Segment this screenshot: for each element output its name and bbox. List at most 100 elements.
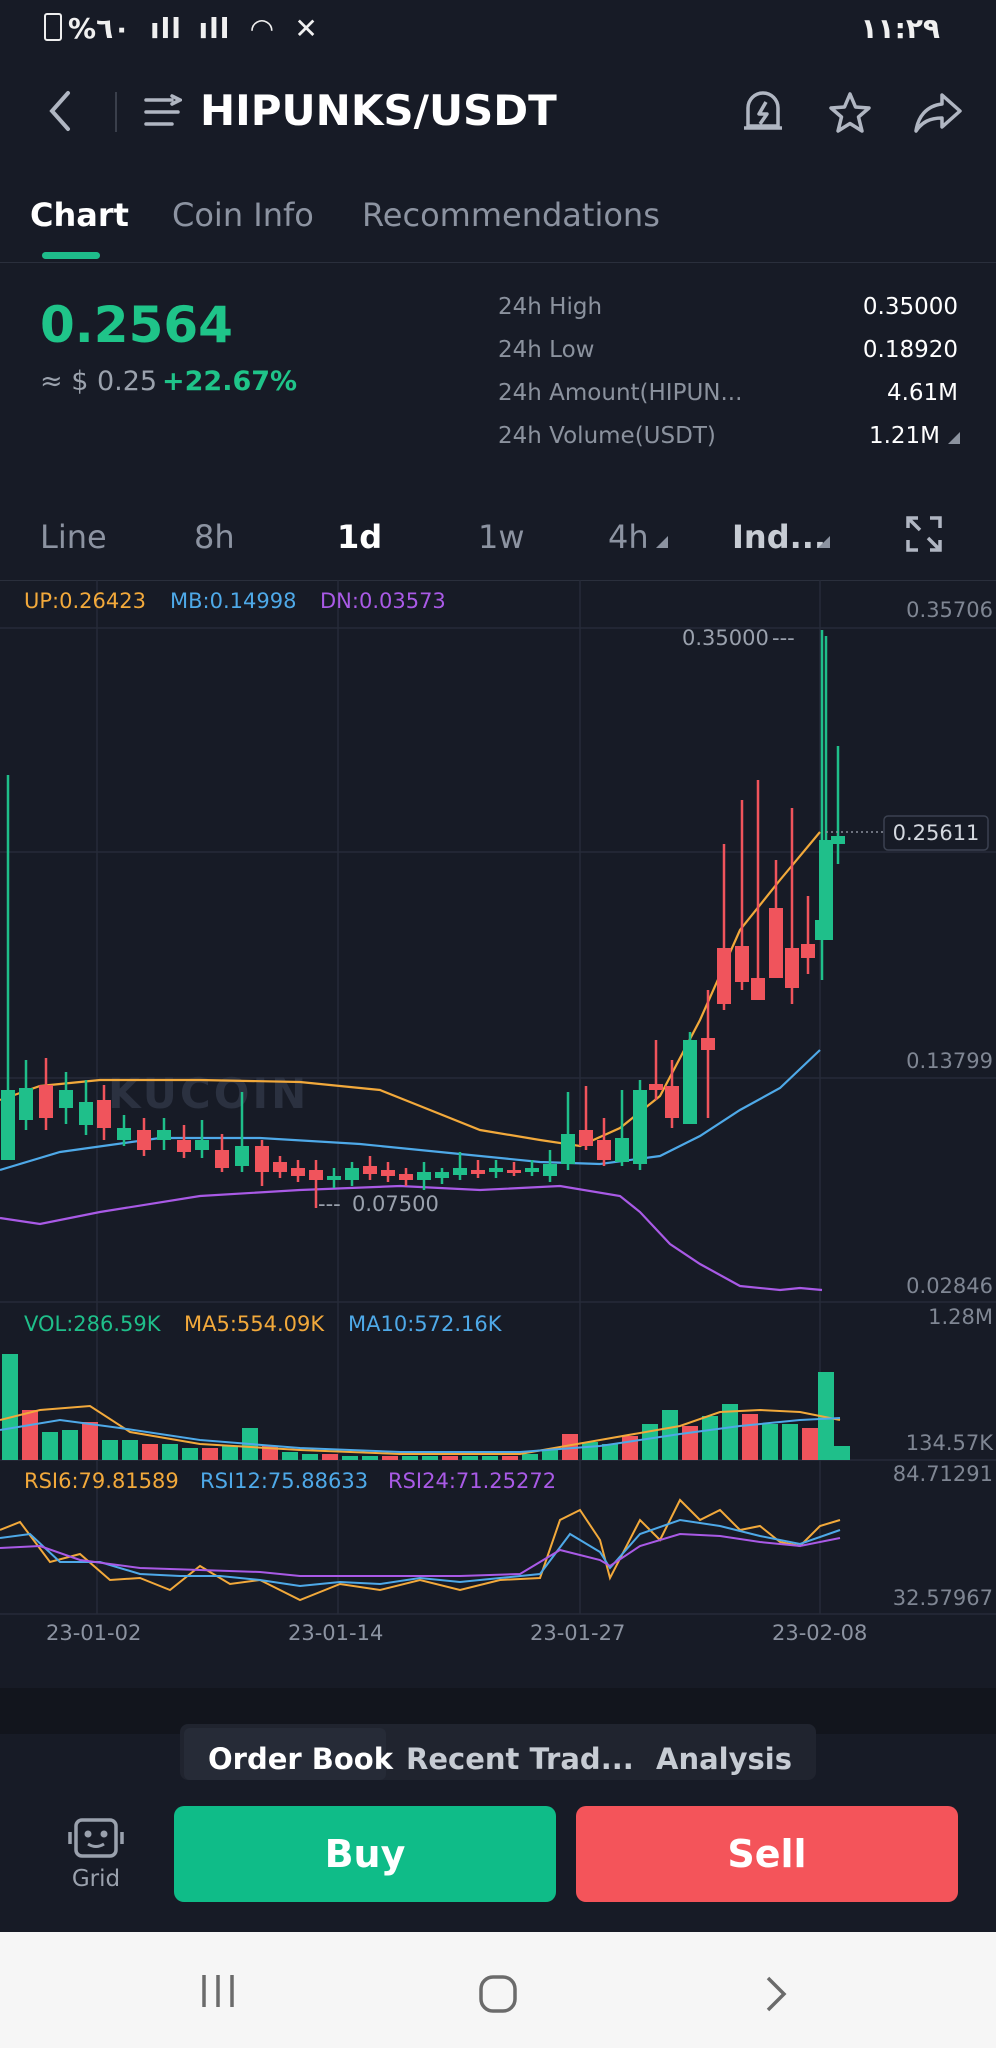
stat-label-low: 24h Low — [498, 337, 595, 363]
volume-bar — [802, 1428, 818, 1460]
volume-bar — [382, 1456, 398, 1460]
vol-ma5-label: MA5:554.09K — [184, 1312, 325, 1336]
price-alert-button[interactable] — [738, 86, 788, 138]
interval-1w[interactable]: 1w — [478, 518, 525, 556]
candle-body — [831, 836, 845, 844]
volume-bar — [818, 1372, 834, 1460]
menu-list-icon — [144, 94, 182, 126]
candle-body — [649, 1084, 663, 1090]
battery-icon — [44, 13, 62, 41]
volume-bar — [682, 1426, 698, 1460]
volume-bar — [262, 1446, 278, 1460]
home-button[interactable] — [468, 1966, 528, 2022]
stat-value-low: 0.18920 — [862, 337, 958, 363]
tab-coin-info[interactable]: Coin Info — [172, 196, 314, 234]
high-marker-dash: --- — [772, 626, 795, 650]
share-icon — [914, 93, 962, 133]
volume-ma-lines — [0, 1404, 841, 1455]
candle-body — [19, 1088, 33, 1120]
header-divider — [115, 92, 117, 132]
boll-up-label: UP:0.26423 — [24, 589, 146, 613]
candle-body — [215, 1150, 229, 1168]
rsi12-label: RSI12:75.88633 — [200, 1469, 368, 1493]
tab-order-book[interactable]: Order Book — [208, 1742, 394, 1776]
candles — [1, 630, 845, 1208]
price-change: +22.67% — [162, 366, 298, 397]
back-nav-button[interactable] — [752, 1966, 800, 2022]
candle-body — [579, 1130, 593, 1146]
candle-body — [417, 1172, 431, 1180]
last-price: 0.2564 — [40, 296, 233, 354]
candle-body — [507, 1170, 521, 1173]
sell-button[interactable]: Sell — [576, 1806, 958, 1902]
kline-chart[interactable]: KUCOIN UP:0.26423 MB:0.14998 DN:0.03573 … — [0, 580, 996, 1615]
mute-icon: ✕ — [294, 12, 319, 45]
tab-analysis[interactable]: Analysis — [656, 1742, 792, 1776]
volume-bar — [342, 1456, 358, 1460]
volume-bars — [2, 1354, 850, 1460]
back-button[interactable] — [40, 86, 80, 136]
interval-line[interactable]: Line — [40, 518, 107, 556]
alert-bell-icon — [744, 91, 782, 130]
candle-body — [157, 1130, 171, 1140]
volume-ma10-line — [0, 1417, 841, 1453]
rsi24-line — [0, 1532, 841, 1577]
volume-bar — [302, 1454, 318, 1460]
candle-body — [701, 1038, 715, 1050]
candle-body — [769, 908, 783, 978]
interval-4h[interactable]: 4h — [608, 518, 649, 556]
share-button[interactable] — [910, 88, 966, 138]
rsi-axis-max: 84.71291 — [893, 1462, 993, 1486]
volume-bar — [762, 1424, 778, 1460]
indicators-dropdown[interactable]: Ind... — [732, 518, 827, 556]
vol-axis-max: 1.28M — [928, 1305, 993, 1329]
stat-value-high: 0.35000 — [862, 294, 958, 320]
volume-bar — [622, 1436, 638, 1460]
market-list-button[interactable] — [140, 92, 184, 132]
candle-body — [59, 1090, 73, 1108]
volume-bar — [182, 1448, 198, 1460]
expand-icon — [906, 516, 942, 552]
signal-icon: ıll — [150, 12, 182, 45]
tab-bar — [0, 180, 996, 263]
rsi-lines — [0, 1498, 841, 1602]
candle-body — [97, 1100, 111, 1128]
volume-bar — [2, 1354, 18, 1460]
favorite-button[interactable] — [824, 88, 876, 138]
vol-ma10-label: MA10:572.16K — [348, 1312, 503, 1336]
price-axis-top: 0.35706 — [906, 598, 993, 622]
tab-recent-trades[interactable]: Recent Trad... — [406, 1742, 634, 1776]
tab-chart[interactable]: Chart — [30, 196, 129, 234]
fullscreen-button[interactable] — [902, 512, 946, 556]
volume-bar — [122, 1440, 138, 1460]
signal-icon-2: ıll — [198, 12, 231, 45]
interval-8h[interactable]: 8h — [194, 518, 235, 556]
candle-body — [255, 1146, 269, 1172]
buy-button[interactable]: Buy — [174, 1806, 556, 1902]
candle-body — [785, 948, 799, 988]
candle-body — [819, 840, 833, 940]
candle-body — [1, 1090, 15, 1160]
robot-icon — [68, 1818, 124, 1858]
candle-body — [453, 1168, 467, 1175]
stat-value-amount: 4.61M — [886, 380, 958, 406]
tab-recommendations[interactable]: Recommendations — [362, 196, 660, 234]
volume-bar — [522, 1454, 538, 1460]
candle-body — [177, 1140, 191, 1152]
vol-label: VOL:286.59K — [24, 1312, 162, 1336]
candle-body — [665, 1086, 679, 1118]
volume-bar — [362, 1456, 378, 1460]
candle-body — [489, 1168, 503, 1172]
recent-apps-button[interactable] — [190, 1966, 246, 2016]
candle-body — [117, 1128, 131, 1140]
volume-bar — [562, 1434, 578, 1460]
stats-expand-icon[interactable] — [948, 432, 960, 444]
high-price-marker: 0.35000 — [682, 626, 769, 650]
stat-value-volume: 1.21M — [868, 423, 940, 449]
grid-label: Grid — [71, 1866, 121, 1892]
interval-1d[interactable]: 1d — [337, 518, 383, 556]
watermark: KUCOIN — [108, 1069, 309, 1118]
volume-bar — [42, 1432, 58, 1460]
indicators-dropdown-icon — [818, 536, 830, 548]
grid-bot-button[interactable]: Grid — [56, 1810, 136, 1898]
